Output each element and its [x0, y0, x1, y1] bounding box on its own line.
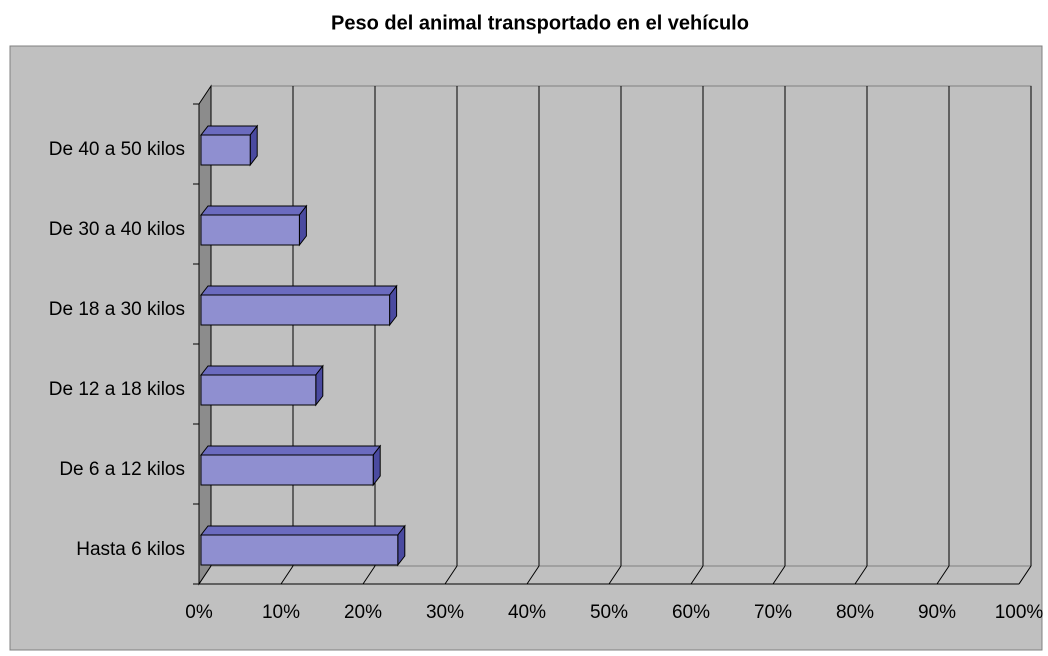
floor-grid-line: [854, 565, 868, 585]
y-tick-label: De 6 a 12 kilos: [59, 459, 185, 480]
bar: [200, 534, 399, 566]
x-tick-label: 90%: [918, 602, 956, 623]
bar: [200, 454, 374, 486]
bar: [200, 374, 317, 406]
x-tick-label: 10%: [262, 602, 300, 623]
floor-grid-line: [772, 565, 786, 585]
x-tick-label: 40%: [508, 602, 546, 623]
floor-grid-line: [690, 565, 704, 585]
chart-title: Peso del animal transportado en el vehíc…: [331, 12, 749, 34]
floor-grid-line: [526, 565, 540, 585]
bar-top: [199, 205, 308, 216]
bar: [200, 294, 391, 326]
x-tick-label: 20%: [344, 602, 382, 623]
x-tick-label: 60%: [672, 602, 710, 623]
bar-top: [199, 125, 259, 136]
x-tick-label: 70%: [754, 602, 792, 623]
x-tick-label: 80%: [836, 602, 874, 623]
bar-top: [199, 285, 398, 296]
floor-grid-line: [198, 565, 212, 585]
floor-grid-line: [608, 565, 622, 585]
bar: [200, 214, 300, 246]
floor-grid-line: [1018, 565, 1032, 585]
y-tick-label: De 30 a 40 kilos: [49, 219, 185, 240]
x-tick-label: 50%: [590, 602, 628, 623]
bar: [200, 134, 251, 166]
y-tick-label: De 12 a 18 kilos: [49, 379, 185, 400]
y-tick-label: De 18 a 30 kilos: [49, 299, 185, 320]
x-tick-label: 0%: [185, 602, 213, 623]
plot: 0% 10% 20% 30% 40% 50% 60% 70% 80% 90% 100% Hasta 6…: [49, 84, 1044, 623]
floor-grid-line: [444, 565, 458, 585]
x-tick-label: 30%: [426, 602, 464, 623]
y-tick-label: De 40 a 50 kilos: [49, 139, 185, 160]
floor-grid-line: [280, 565, 294, 585]
bar-top: [199, 525, 406, 536]
bar-top: [199, 445, 382, 456]
x-tick-label: 100%: [995, 602, 1044, 623]
y-tick-label: Hasta 6 kilos: [76, 539, 185, 560]
floor-grid-line: [362, 565, 376, 585]
bar-top: [199, 365, 324, 376]
floor-grid-line: [936, 565, 950, 585]
